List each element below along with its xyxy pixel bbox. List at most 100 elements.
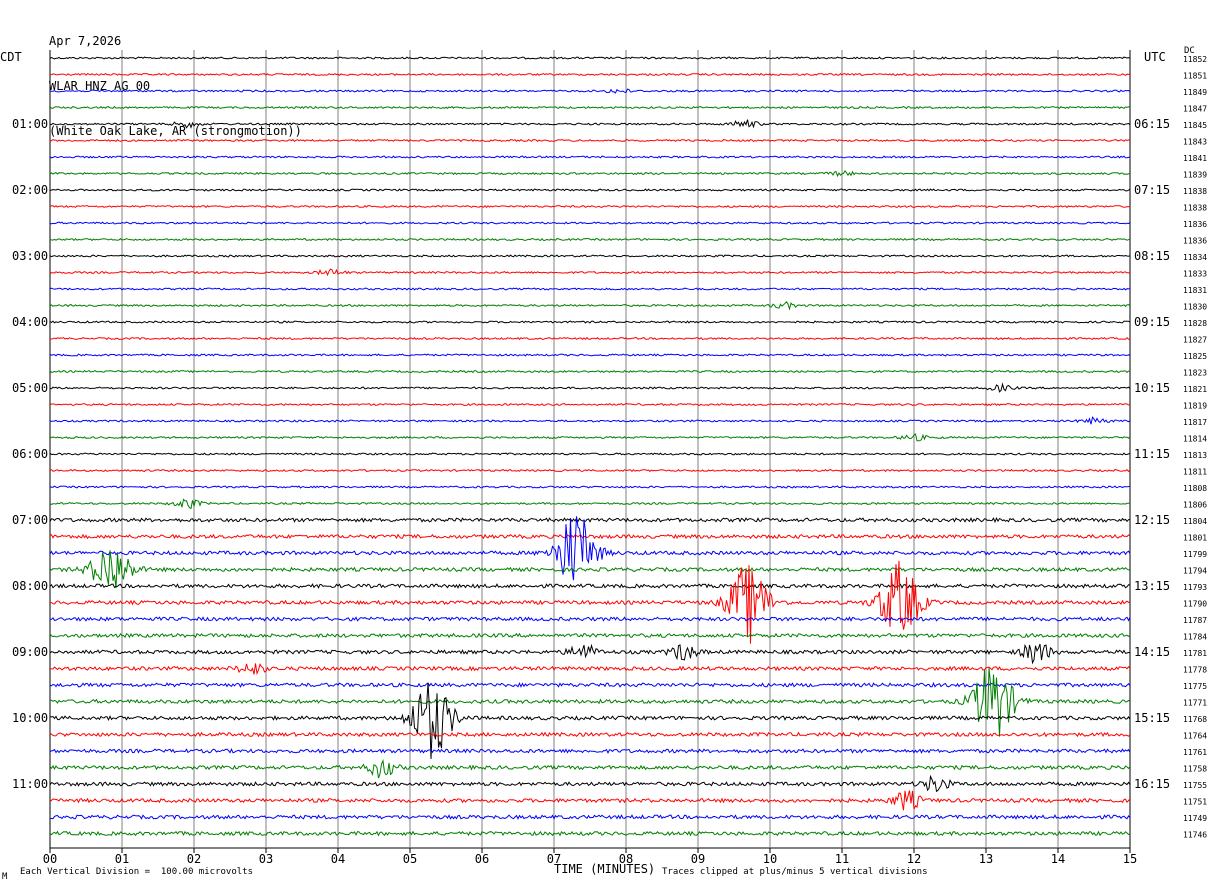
dc-offset-label: 11849 [1183, 88, 1207, 97]
utc-hour-label: 12:15 [1134, 513, 1170, 527]
dc-offset-label: 11775 [1183, 682, 1207, 691]
seismogram-trace [49, 221, 1131, 225]
seismogram-trace [49, 138, 1131, 143]
dc-offset-label: 11790 [1183, 600, 1207, 609]
utc-hour-label: 11:15 [1134, 447, 1170, 461]
seismogram-trace [49, 747, 1131, 754]
seismogram-trace [49, 583, 1131, 589]
utc-hour-label: 16:15 [1134, 777, 1170, 791]
x-tick-label: 03 [259, 852, 273, 866]
dc-offset-label: 11781 [1183, 649, 1207, 658]
x-tick-label: 08 [619, 852, 633, 866]
dc-offset-label: 11768 [1183, 715, 1207, 724]
dc-offset-label: 11821 [1183, 385, 1207, 394]
dc-offset-label: 11838 [1183, 204, 1207, 213]
seismogram-trace [49, 485, 1131, 489]
utc-hour-label: 13:15 [1134, 579, 1170, 593]
seismogram-trace [49, 155, 1131, 159]
x-tick-label: 12 [907, 852, 921, 866]
x-tick-label: 13 [979, 852, 993, 866]
clip-note: Traces clipped at plus/minus 5 vertical … [662, 867, 928, 877]
dc-offset-label: 11749 [1183, 814, 1207, 823]
seismogram-trace [49, 814, 1131, 820]
dc-offset-label: 11804 [1183, 517, 1207, 526]
seismogram-trace [50, 668, 1131, 737]
utc-hour-label: 09:15 [1134, 315, 1170, 329]
dc-offset-label: 11834 [1183, 253, 1207, 262]
seismogram-trace [49, 550, 1131, 589]
cdt-hour-label: 09:00 [12, 645, 48, 659]
dc-offset-label: 11799 [1183, 550, 1207, 559]
dc-offset-label: 11778 [1183, 666, 1207, 675]
seismogram-trace [49, 369, 1130, 374]
dc-offset-label: 11801 [1183, 534, 1207, 543]
seismogram-trace [49, 616, 1131, 622]
cdt-hour-label: 02:00 [12, 183, 48, 197]
seismogram-trace [49, 204, 1131, 209]
dc-offset-label: 11808 [1183, 484, 1207, 493]
corner-mark: M [2, 872, 8, 882]
cdt-hour-label: 01:00 [12, 117, 48, 131]
utc-hour-label: 06:15 [1134, 117, 1170, 131]
dc-offset-label: 11817 [1183, 418, 1207, 427]
dc-column-label: DC [1184, 46, 1195, 56]
seismogram-trace [50, 560, 1131, 644]
dc-offset-label: 11825 [1183, 352, 1207, 361]
dc-offset-label: 11833 [1183, 270, 1207, 279]
cdt-hour-label: 06:00 [12, 447, 48, 461]
seismogram-trace [49, 516, 1131, 581]
x-tick-label: 05 [403, 852, 417, 866]
x-tick-label: 09 [691, 852, 705, 866]
x-tick-label: 00 [43, 852, 57, 866]
dc-offset-label: 11793 [1183, 583, 1207, 592]
x-tick-label: 14 [1051, 852, 1065, 866]
seismogram-trace [49, 774, 1131, 793]
seismogram-trace [49, 336, 1131, 341]
dc-offset-label: 11787 [1183, 616, 1207, 625]
seismogram-trace [49, 382, 1131, 393]
seismogram-trace [49, 301, 1131, 311]
seismogram-trace [50, 88, 1131, 94]
dc-offset-label: 11761 [1183, 748, 1207, 757]
seismogram-trace [49, 254, 1131, 258]
x-tick-label: 01 [115, 852, 129, 866]
dc-offset-label: 11851 [1183, 72, 1207, 81]
dc-offset-label: 11814 [1183, 435, 1207, 444]
seismogram-trace [49, 320, 1131, 324]
dc-offset-label: 11784 [1183, 633, 1207, 642]
dc-offset-label: 11811 [1183, 468, 1207, 477]
dc-offset-label: 11836 [1183, 237, 1207, 246]
dc-offset-label: 11831 [1183, 286, 1207, 295]
dc-offset-label: 11845 [1183, 121, 1207, 130]
x-tick-label: 02 [187, 852, 201, 866]
seismogram-trace [49, 759, 1131, 779]
seismogram-trace [49, 830, 1131, 837]
scale-note: Each Vertical Division = 100.00 microvol… [20, 867, 253, 877]
x-tick-label: 15 [1123, 852, 1137, 866]
seismogram-trace [49, 790, 1131, 811]
dc-offset-label: 11830 [1183, 303, 1207, 312]
dc-offset-label: 11852 [1183, 55, 1207, 64]
x-tick-label: 11 [835, 852, 849, 866]
seismogram-trace [49, 353, 1131, 357]
x-axis-title: TIME (MINUTES) [554, 862, 656, 876]
seismogram-trace [49, 188, 1131, 192]
dc-offset-label: 11758 [1183, 765, 1207, 774]
cdt-hour-label: 08:00 [12, 579, 48, 593]
seismogram-trace [49, 731, 1131, 738]
dc-offset-label: 11819 [1183, 402, 1207, 411]
dc-offset-label: 11838 [1183, 187, 1207, 196]
dc-offset-label: 11746 [1183, 831, 1207, 840]
right-timezone-label: UTC [1144, 50, 1166, 64]
dc-offset-label: 11755 [1183, 781, 1207, 790]
seismogram-trace [49, 517, 1131, 524]
dc-offset-label: 11847 [1183, 105, 1207, 114]
seismogram-trace [49, 237, 1131, 242]
dc-offset-label: 11806 [1183, 501, 1207, 510]
cdt-hour-label: 10:00 [12, 711, 48, 725]
left-timezone-label: CDT [0, 50, 22, 64]
cdt-hour-label: 03:00 [12, 249, 48, 263]
seismogram-trace [49, 287, 1131, 291]
x-tick-label: 10 [763, 852, 777, 866]
